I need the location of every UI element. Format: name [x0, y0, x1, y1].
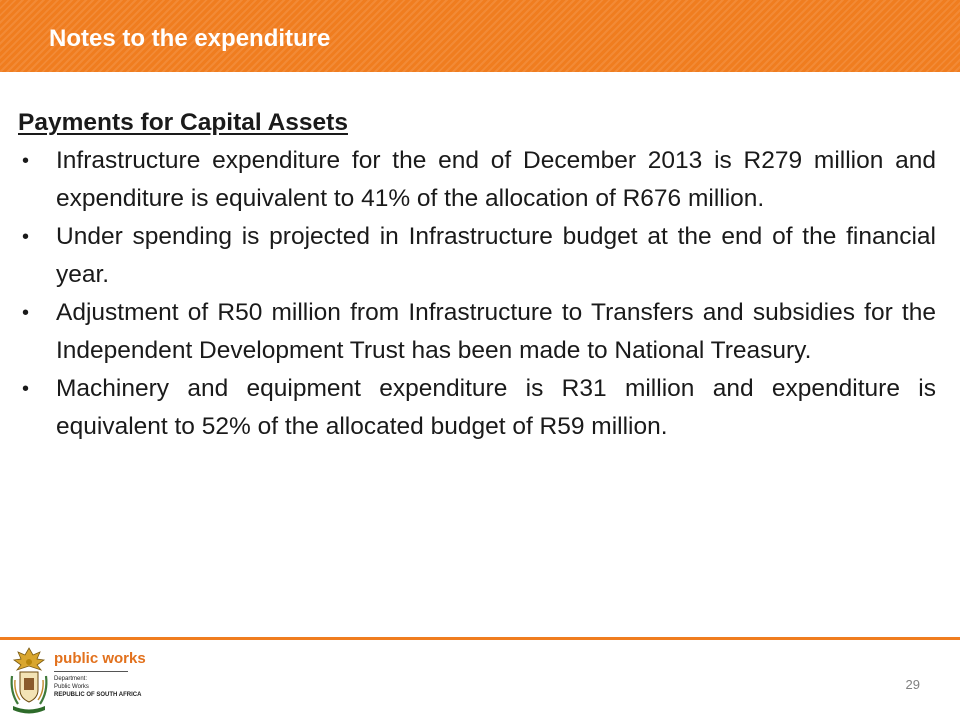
bullet-item: • Machinery and equipment expenditure is…	[18, 370, 936, 446]
bullet-text: Infrastructure expenditure for the end o…	[56, 147, 936, 212]
bullet-text: Machinery and equipment expenditure is R…	[56, 375, 936, 440]
section-heading: Payments for Capital Assets	[18, 109, 348, 136]
logo-divider	[54, 671, 128, 672]
bullet-marker: •	[22, 302, 30, 324]
slide-content: Payments for Capital Assets • Infrastruc…	[18, 104, 936, 446]
logo-department-label: Department:	[54, 676, 88, 682]
public-works-logo: public works Department: Public Works RE…	[6, 646, 146, 716]
logo-department-name: Public Works	[54, 684, 89, 690]
bullet-text: Adjustment of R50 million from Infrastru…	[56, 299, 936, 364]
bullet-item: • Infrastructure expenditure for the end…	[18, 142, 936, 218]
bullet-marker: •	[22, 378, 30, 400]
bullet-text: Under spending is projected in Infrastru…	[56, 223, 936, 288]
bullet-item: • Under spending is projected in Infrast…	[18, 218, 936, 294]
coat-of-arms-icon	[10, 647, 48, 714]
bullet-list: • Infrastructure expenditure for the end…	[18, 142, 936, 446]
logo-country: REPUBLIC OF SOUTH AFRICA	[54, 692, 142, 698]
header-band	[0, 0, 960, 72]
footer-divider	[0, 637, 960, 640]
bullet-marker: •	[22, 226, 30, 248]
page-number: 29	[905, 677, 920, 692]
slide-title: Notes to the expenditure	[49, 25, 331, 52]
logo-text: public works Department: Public Works RE…	[54, 650, 146, 699]
logo-wordmark: public works	[54, 650, 146, 667]
bullet-marker: •	[22, 150, 30, 172]
bullet-item: • Adjustment of R50 million from Infrast…	[18, 294, 936, 370]
